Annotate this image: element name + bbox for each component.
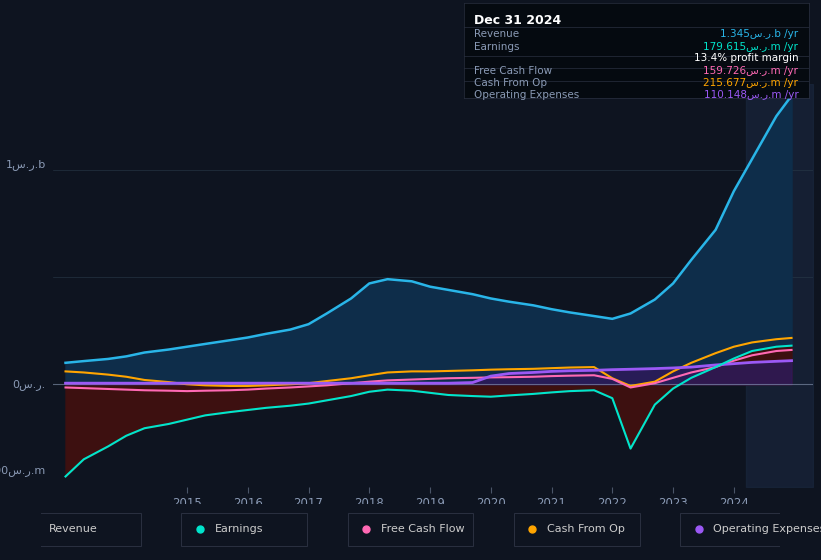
Text: Revenue: Revenue bbox=[48, 524, 97, 534]
Text: -400س.ر.m: -400س.ر.m bbox=[0, 465, 46, 475]
Text: Dec 31 2024: Dec 31 2024 bbox=[475, 14, 562, 27]
FancyBboxPatch shape bbox=[347, 513, 473, 545]
Text: 179.615س.ر.m /yr: 179.615س.ر.m /yr bbox=[704, 42, 798, 52]
Text: Operating Expenses: Operating Expenses bbox=[713, 524, 821, 534]
FancyBboxPatch shape bbox=[16, 513, 141, 545]
Text: 215.677س.ر.m /yr: 215.677س.ر.m /yr bbox=[704, 78, 798, 88]
Text: Free Cash Flow: Free Cash Flow bbox=[475, 66, 553, 76]
Text: Cash From Op: Cash From Op bbox=[475, 78, 548, 88]
Text: 159.726س.ر.m /yr: 159.726س.ر.m /yr bbox=[704, 66, 798, 76]
Text: 110.148س.ر.m /yr: 110.148س.ر.m /yr bbox=[704, 90, 798, 100]
Text: 0س.ر.: 0س.ر. bbox=[12, 379, 46, 390]
FancyBboxPatch shape bbox=[181, 513, 307, 545]
Text: Cash From Op: Cash From Op bbox=[548, 524, 625, 534]
Text: 1.345س.ر.b /yr: 1.345س.ر.b /yr bbox=[720, 30, 798, 39]
Text: Earnings: Earnings bbox=[475, 42, 520, 52]
Text: Operating Expenses: Operating Expenses bbox=[475, 90, 580, 100]
Text: Earnings: Earnings bbox=[214, 524, 264, 534]
Text: 1س.ر.b: 1س.ر.b bbox=[6, 159, 46, 170]
Text: Revenue: Revenue bbox=[475, 30, 520, 39]
Text: Free Cash Flow: Free Cash Flow bbox=[381, 524, 465, 534]
Text: 13.4% profit margin: 13.4% profit margin bbox=[694, 53, 798, 63]
FancyBboxPatch shape bbox=[681, 513, 805, 545]
FancyBboxPatch shape bbox=[514, 513, 640, 545]
